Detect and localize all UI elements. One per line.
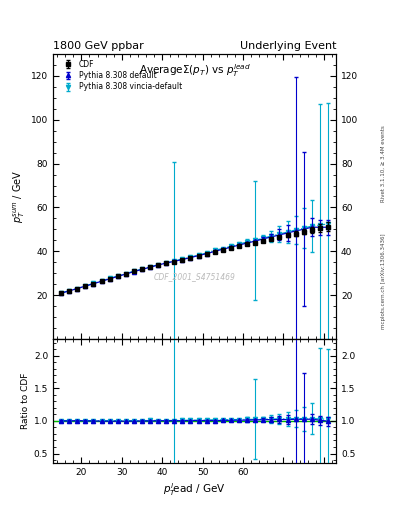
Text: 1800 GeV ppbar: 1800 GeV ppbar <box>53 41 144 51</box>
Text: Underlying Event: Underlying Event <box>239 41 336 51</box>
Text: Rivet 3.1.10, ≥ 3.4M events: Rivet 3.1.10, ≥ 3.4M events <box>381 125 386 202</box>
Y-axis label: $p_T^{sum}$ / GeV: $p_T^{sum}$ / GeV <box>11 170 27 223</box>
Text: CDF_2001_S4751469: CDF_2001_S4751469 <box>154 272 235 281</box>
Y-axis label: Ratio to CDF: Ratio to CDF <box>21 373 29 430</box>
Legend: CDF, Pythia 8.308 default, Pythia 8.308 vincia-default: CDF, Pythia 8.308 default, Pythia 8.308 … <box>57 57 185 94</box>
X-axis label: $p_T^l$$\!$ead / GeV: $p_T^l$$\!$ead / GeV <box>163 481 226 498</box>
Text: Average$\Sigma(p_T)$ vs $p_T^{lead}$: Average$\Sigma(p_T)$ vs $p_T^{lead}$ <box>139 62 250 79</box>
Text: mcplots.cern.ch [arXiv:1306.3436]: mcplots.cern.ch [arXiv:1306.3436] <box>381 234 386 329</box>
